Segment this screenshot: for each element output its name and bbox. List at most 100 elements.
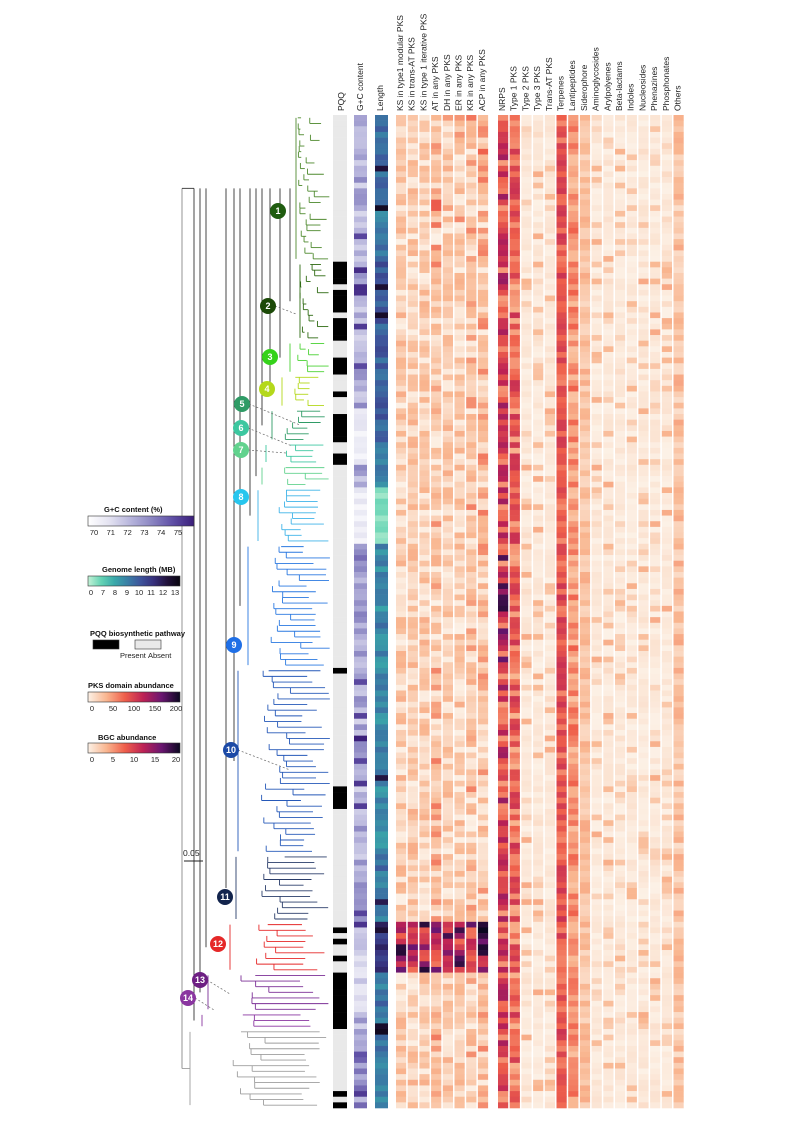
- pks-cell: [431, 820, 442, 827]
- pks-cell: [407, 1012, 418, 1019]
- pks-cell: [407, 775, 418, 782]
- pks-cell: [477, 267, 489, 274]
- pks-cell: [477, 679, 489, 686]
- pks-cell: [407, 498, 418, 505]
- pks-cell: [419, 792, 430, 798]
- bgc-cell: [533, 222, 544, 229]
- pks-cell: [407, 374, 418, 381]
- pks-cell: [442, 707, 453, 714]
- pks-cell: [431, 966, 442, 973]
- bgc-cell: [673, 131, 684, 138]
- pks-cell: [442, 662, 453, 669]
- bgc-cell: [498, 148, 509, 155]
- bgc-cell: [661, 222, 672, 229]
- pks-cell: [396, 244, 407, 251]
- bgc-cell: [615, 538, 626, 545]
- bgc-cell: [498, 374, 509, 381]
- bgc-cell: [661, 696, 672, 703]
- bgc-cell: [591, 588, 602, 595]
- bgc-cell: [556, 786, 567, 793]
- pks-cell: [454, 707, 465, 714]
- bgc-cell: [626, 792, 637, 798]
- bgc-cell: [615, 978, 626, 985]
- length-cell: [375, 780, 388, 787]
- pks-cell: [466, 250, 477, 257]
- gc-cell: [354, 126, 367, 133]
- bgc-cell: [579, 797, 591, 804]
- bgc-cell: [638, 165, 649, 172]
- bgc-cell: [521, 256, 532, 262]
- pks-cell: [442, 656, 453, 663]
- bgc-cell: [673, 966, 684, 973]
- bgc-cell: [533, 380, 544, 387]
- bgc-cell: [661, 419, 672, 426]
- pks-cell: [442, 724, 453, 731]
- bgc-cell: [498, 848, 509, 855]
- pks-cell: [396, 605, 407, 612]
- bgc-cell: [509, 820, 520, 827]
- bgc-cell: [544, 684, 555, 691]
- bgc-cell: [556, 131, 567, 138]
- bgc-cell: [568, 605, 579, 612]
- length-cell: [375, 1074, 388, 1081]
- gc-cell: [354, 216, 367, 223]
- bgc-cell: [591, 115, 602, 121]
- pqq-cell: [333, 402, 347, 409]
- bgc-cell: [661, 741, 672, 748]
- pks-cell: [396, 758, 407, 765]
- pks-cell: [407, 1074, 418, 1081]
- bgc-cell: [650, 318, 661, 325]
- bgc-cell: [673, 803, 684, 810]
- pks-cell: [396, 713, 407, 719]
- pks-cell: [419, 1051, 430, 1058]
- bgc-cell: [544, 572, 555, 578]
- bgc-cell: [521, 837, 532, 844]
- pks-cell: [396, 340, 407, 347]
- pks-cell: [407, 233, 418, 240]
- bgc-cell: [650, 543, 661, 550]
- bgc-cell: [615, 916, 626, 923]
- bgc-cell: [650, 284, 661, 291]
- bgc-cell: [626, 1017, 637, 1024]
- bgc-cell: [661, 363, 672, 370]
- bgc-cell: [661, 244, 672, 251]
- bgc-cell: [498, 1029, 509, 1035]
- pks-cell: [477, 933, 489, 940]
- bgc-cell: [638, 205, 649, 212]
- bgc-cell: [544, 470, 555, 477]
- bgc-cell: [603, 487, 614, 494]
- bgc-cell: [673, 656, 684, 663]
- bgc-cell: [673, 284, 684, 291]
- bgc-cell: [544, 391, 555, 398]
- bgc-cell: [521, 154, 532, 161]
- length-cell: [375, 600, 388, 607]
- gc-cell: [354, 955, 367, 962]
- pks-cell: [419, 182, 430, 189]
- pks-cell: [466, 983, 477, 990]
- pks-cell: [407, 306, 418, 313]
- bgc-cell: [556, 515, 567, 522]
- bgc-cell: [615, 504, 626, 511]
- bgc-cell: [533, 329, 544, 336]
- bgc-cell: [661, 515, 672, 522]
- pks-cell: [431, 351, 442, 358]
- bgc-cell: [533, 983, 544, 990]
- bgc-cell: [615, 611, 626, 618]
- bgc-cell: [568, 301, 579, 308]
- bgc-cell: [661, 972, 672, 979]
- bgc-cell: [556, 899, 567, 906]
- bgc-cell: [661, 713, 672, 719]
- bgc-cell: [673, 842, 684, 849]
- length-cell: [375, 532, 388, 539]
- length-cell: [375, 447, 388, 454]
- bgc-cell: [638, 865, 649, 872]
- gc-cell: [354, 741, 367, 748]
- bgc-cell: [579, 447, 591, 454]
- pks-cell: [454, 329, 465, 336]
- bgc-cell: [615, 447, 626, 454]
- pks-cell: [454, 199, 465, 206]
- pks-cell: [442, 329, 453, 336]
- bgc-cell: [650, 746, 661, 753]
- bgc-cell: [615, 374, 626, 381]
